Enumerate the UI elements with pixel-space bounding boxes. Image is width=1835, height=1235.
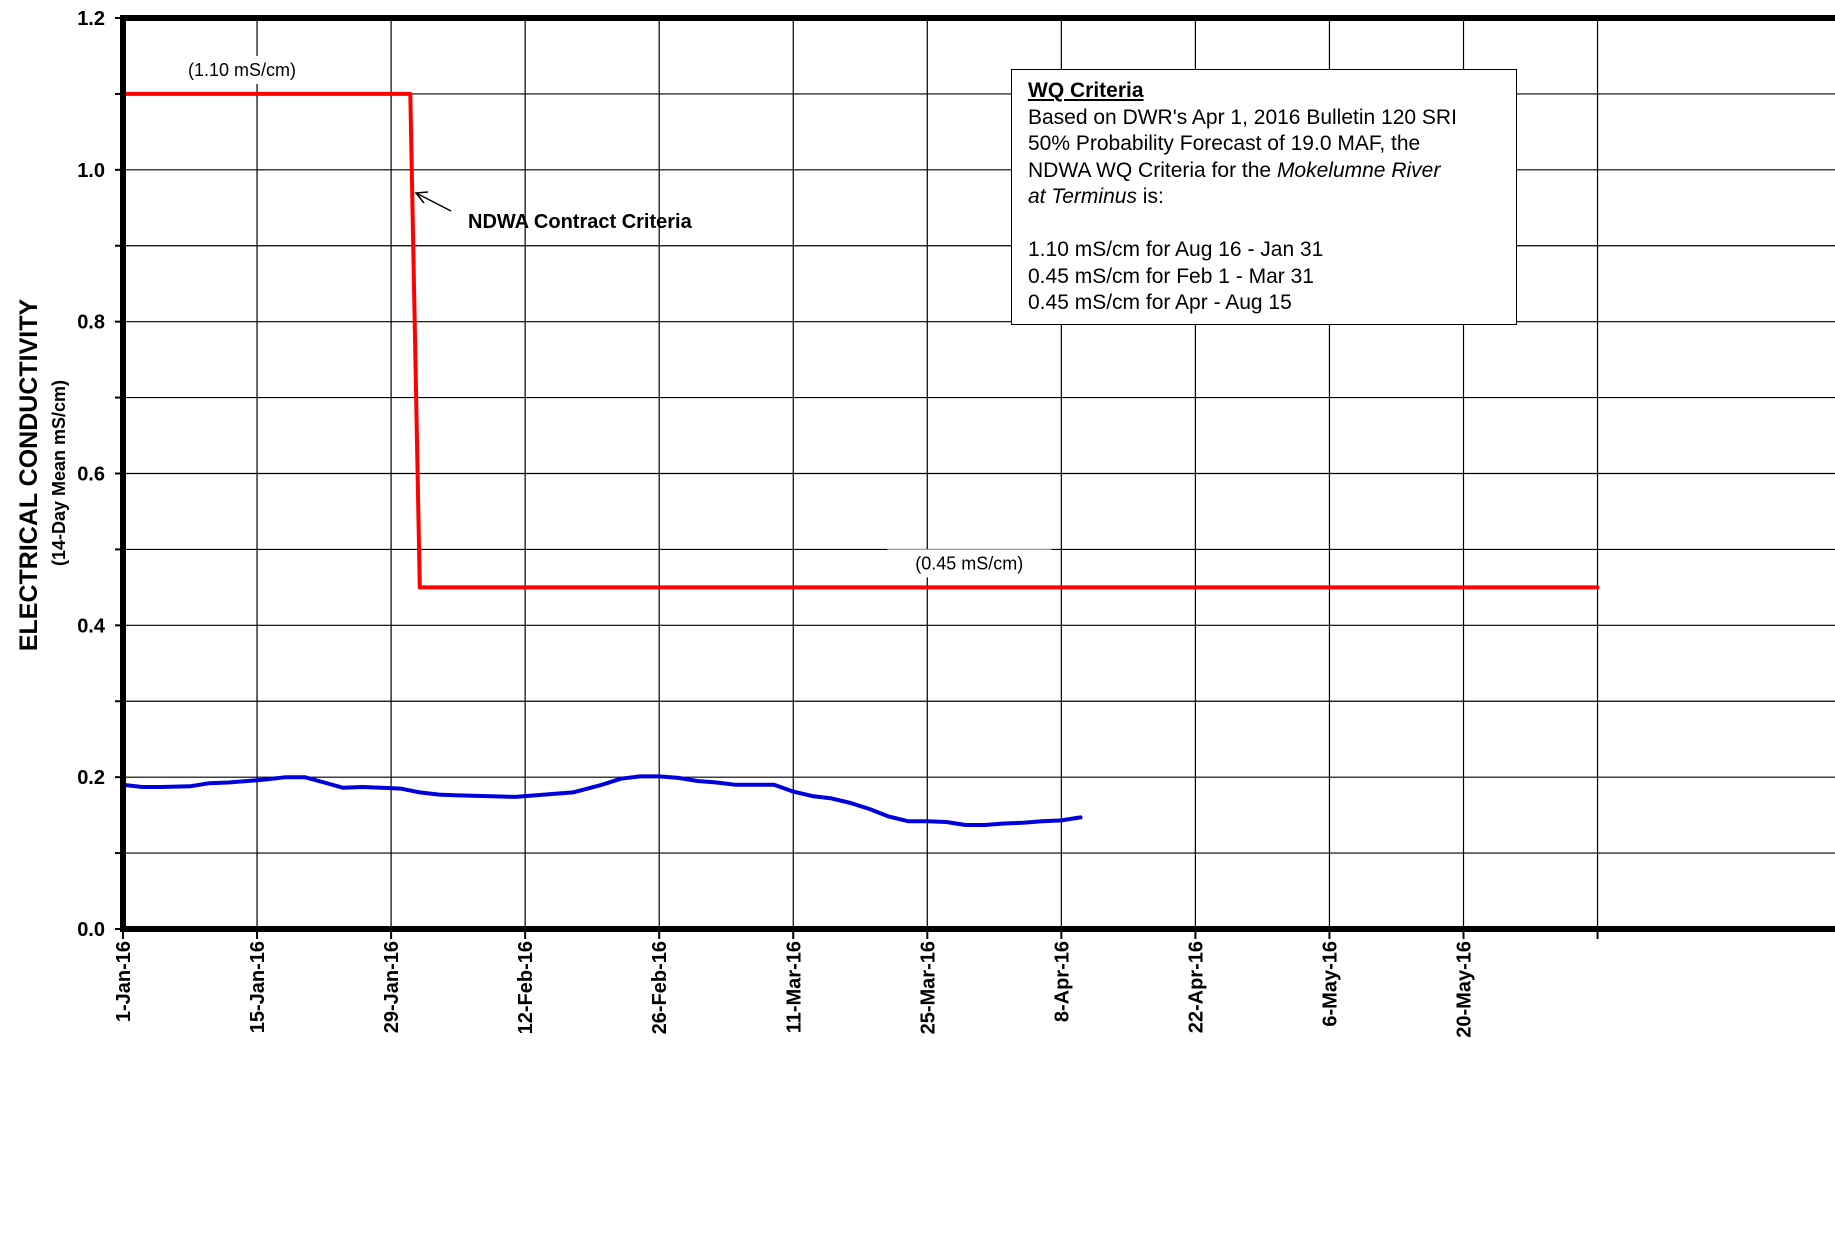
wq-criteria-line-2: 50% Probability Forecast of 19.0 MAF, th…: [1028, 132, 1421, 155]
y-tick-label: 1.2: [77, 8, 105, 30]
y-tick-label: 0.2: [77, 767, 105, 789]
y-tick-label: 1.0: [77, 160, 105, 182]
wq-criteria-location-b: at Terminus: [1028, 185, 1137, 208]
wq-criteria-rule-3: 0.45 mS/cm for Apr - Aug 15: [1028, 291, 1292, 314]
x-tick-label: 12-Feb-16: [515, 941, 537, 1034]
y-tick-label: 0.0: [77, 919, 105, 941]
x-tick-label: 29-Jan-16: [381, 941, 403, 1033]
x-tick-label: 8-Apr-16: [1051, 941, 1073, 1022]
wq-criteria-box: WQ Criteria Based on DWR's Apr 1, 2016 B…: [1011, 69, 1517, 325]
x-tick-label: 26-Feb-16: [649, 941, 671, 1034]
y-tick-label: 0.6: [77, 464, 105, 486]
ec-series-line: [121, 774, 1083, 827]
y-tick-label: 0.8: [77, 312, 105, 334]
y-axis-title: ELECTRICAL CONDUCTIVITY: [15, 299, 43, 652]
criteria-arrow-shaft: [415, 192, 452, 212]
criteria-arrow-head: [414, 191, 429, 204]
criteria-line: [121, 91, 1600, 590]
x-tick-label: 22-Apr-16: [1185, 941, 1207, 1033]
level-low-label-bg: [887, 549, 1052, 578]
wq-criteria-header: WQ Criteria: [1028, 79, 1144, 102]
level-high-label-bg: [167, 55, 318, 84]
wq-criteria-line-4b: is:: [1136, 185, 1164, 208]
x-tick-label: 20-May-16: [1454, 941, 1476, 1038]
wq-criteria-line-3a: NDWA WQ Criteria for the: [1028, 158, 1277, 182]
level-low-label: (0.45 mS/cm): [915, 553, 1023, 573]
series-layer: [121, 91, 1600, 827]
wq-criteria-rule-1: 1.10 mS/cm for Aug 16 - Jan 31: [1028, 238, 1324, 261]
wq-criteria-location-a: Mokelumne River: [1276, 158, 1441, 182]
x-tick-label: 1-Jan-16: [113, 941, 135, 1022]
wq-criteria-line-3: NDWA WQ Criteria for the Mokelumne River: [1028, 158, 1500, 185]
grid-lines: [123, 17, 1835, 929]
axes: 0.0 0.2 0.4 0.6 0.8 1.0 1.2 1-Jan-16 15-Jan-16 29…: [15, 8, 1835, 1038]
wq-criteria-rule-2: 0.45 mS/cm for Feb 1 - Mar 31: [1028, 264, 1314, 288]
annotations: (1.10 mS/cm) (0.45 mS/cm) NDWA Contract Cr…: [167, 55, 1052, 578]
x-tick-label: 25-Mar-16: [917, 941, 939, 1034]
wq-criteria-line-1: Based on DWR's Apr 1, 2016 Bulletin 120 …: [1028, 105, 1457, 129]
y-tick-label: 0.4: [77, 615, 106, 637]
x-tick-label: 6-May-16: [1319, 941, 1341, 1027]
x-tick-label: 15-Jan-16: [247, 941, 269, 1033]
wq-criteria-spacer: [1028, 211, 1500, 238]
y-axis-subtitle: (14-Day Mean mS/cm): [49, 380, 69, 566]
x-tick-label: 11-Mar-16: [783, 941, 805, 1033]
criteria-label: NDWA Contract Criteria: [468, 211, 693, 233]
level-high-label: (1.10 mS/cm): [188, 60, 296, 80]
wq-criteria-line-4: at Terminus is:: [1028, 184, 1500, 211]
